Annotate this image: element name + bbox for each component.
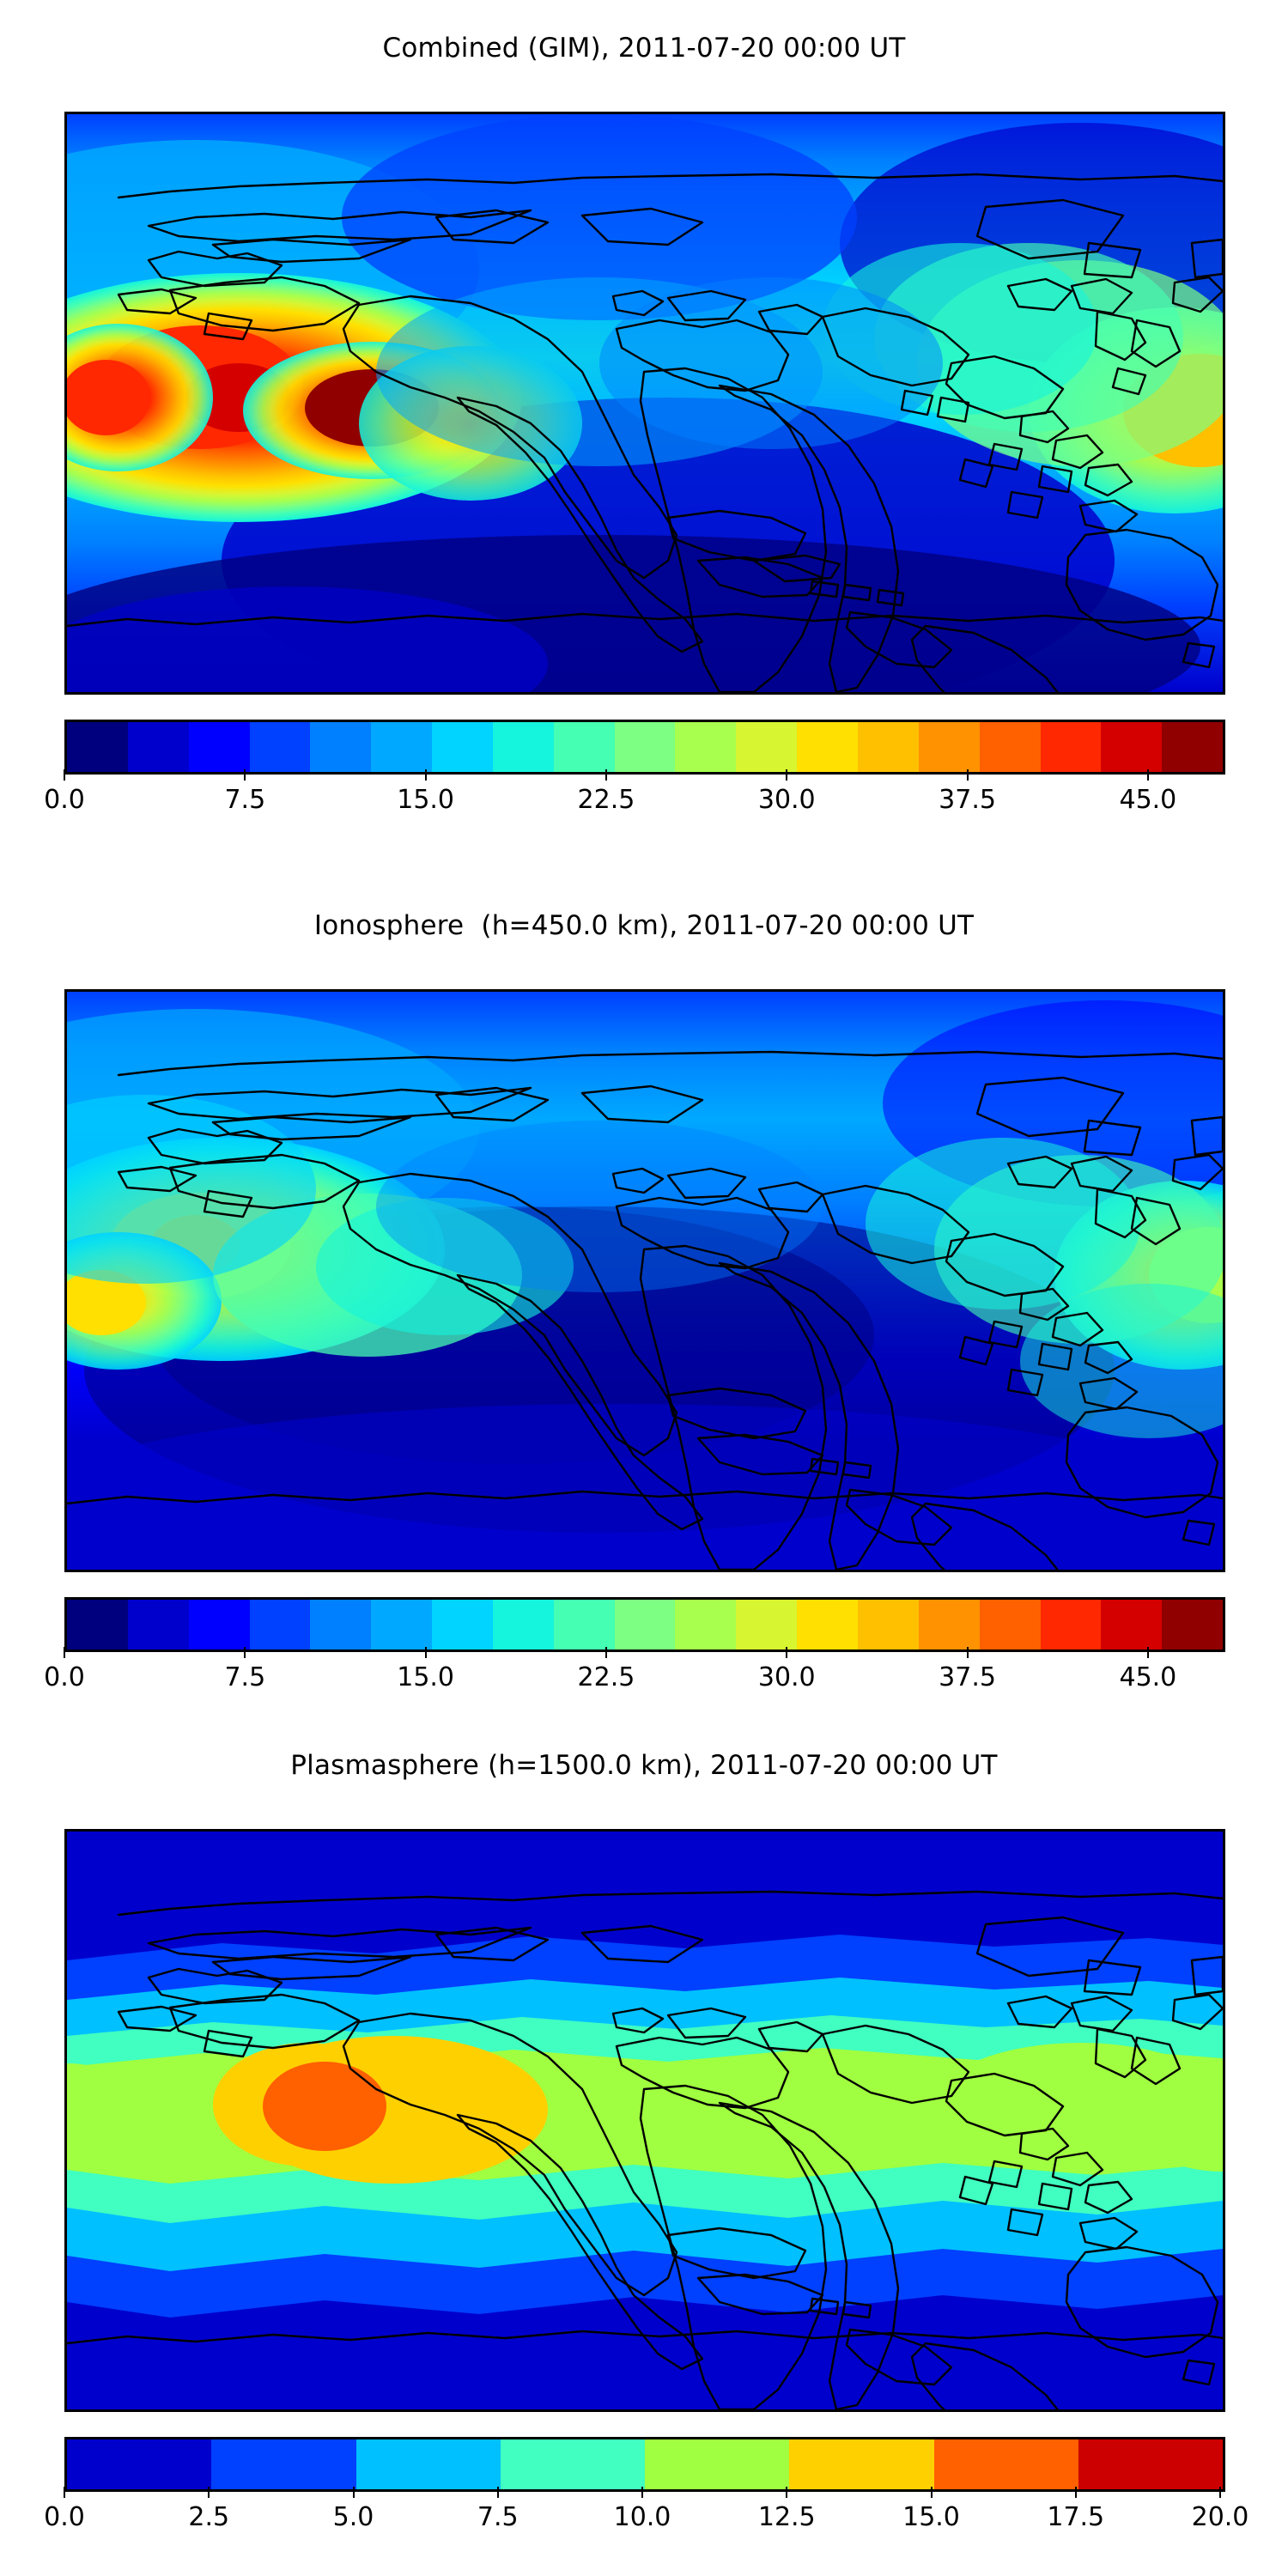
colorbar-tick-label: 45.0 xyxy=(1119,1662,1177,1692)
colorbar-swatch xyxy=(211,2439,356,2489)
colorbar-tick-label: 30.0 xyxy=(757,1662,816,1692)
colorbar-swatch xyxy=(979,722,1041,772)
colorbar-swatch xyxy=(492,722,554,772)
panel-combined-gim: Combined (GIM), 2011-07-20 00:00 UT xyxy=(0,0,1288,859)
colorbar-swatch xyxy=(371,722,433,772)
colorbar-tick-label: 20.0 xyxy=(1191,2502,1249,2532)
colorbar-swatch xyxy=(432,1600,493,1649)
colorbar-combined xyxy=(64,720,1225,775)
colorbar-tick-label: 0.0 xyxy=(44,1662,85,1692)
colorbar-swatch xyxy=(432,722,493,772)
map-canvas-plasmasphere xyxy=(67,1832,1223,2409)
colorbar-swatch xyxy=(797,722,858,772)
colorbar-tick-label: 10.0 xyxy=(613,2502,671,2532)
colorbar-swatch xyxy=(918,1600,980,1649)
colorbar-tick-label: 7.5 xyxy=(477,2502,519,2532)
map-combined-gim xyxy=(64,112,1225,695)
colorbar-tick-label: 37.5 xyxy=(939,1662,996,1692)
colorbar-swatch xyxy=(127,722,189,772)
map-canvas-combined xyxy=(67,114,1223,692)
colorbar-swatch xyxy=(1040,1600,1102,1649)
colorbar-swatch xyxy=(67,2439,212,2489)
coastlines-ionosphere xyxy=(67,1050,1223,1570)
colorbar-swatch xyxy=(1101,722,1163,772)
colorbar-tick-label: 15.0 xyxy=(397,1662,455,1692)
panel-title-ionosphere: Ionosphere (h=450.0 km), 2011-07-20 00:0… xyxy=(313,910,975,941)
colorbar-tick-label: 15.0 xyxy=(902,2502,960,2532)
colorbar-swatch xyxy=(188,1600,250,1649)
colorbar-swatch xyxy=(553,1600,615,1649)
colorbar-tick-label: 17.5 xyxy=(1047,2502,1105,2532)
coastlines-plasmasphere xyxy=(67,1890,1223,2409)
colorbar-swatch xyxy=(645,2439,790,2489)
colorbar-swatch xyxy=(249,1600,311,1649)
coastlines-combined-east xyxy=(611,277,1219,692)
colorbar-swatch xyxy=(857,722,919,772)
colorbar-swatch xyxy=(1162,722,1223,772)
colorbar-wrap-ionosphere: 0.0 7.5 15.0 22.5 30.0 37.5 45.0 xyxy=(44,1597,1225,1692)
colorbar-tick-label: 30.0 xyxy=(757,785,816,815)
colorbar-swatch xyxy=(492,1600,554,1649)
map-plasmasphere xyxy=(64,1829,1225,2412)
colorbar-swatch xyxy=(675,722,737,772)
colorbar-swatch xyxy=(1040,722,1102,772)
colorbar-tick-label: 12.5 xyxy=(757,2502,816,2532)
colorbar-wrap-plasmasphere: 0.0 2.5 5.0 7.5 10.0 12.5 15.0 17.5 20.0 xyxy=(44,2437,1249,2532)
colorbar-swatch xyxy=(1101,1600,1163,1649)
colorbar-tick-label: 7.5 xyxy=(224,785,266,815)
panel-plasmasphere: Plasmasphere (h=1500.0 km), 2011-07-20 0… xyxy=(0,1717,1288,2576)
coastlines-combined xyxy=(117,173,1223,692)
colorbar-swatch xyxy=(1162,1600,1223,1649)
colorbar-swatch xyxy=(736,722,798,772)
colorbar-swatch xyxy=(355,2439,501,2489)
colorbar-swatch xyxy=(127,1600,189,1649)
colorbar-ionosphere xyxy=(64,1597,1225,1652)
colorbar-swatch xyxy=(67,722,128,772)
colorbar-swatch xyxy=(789,2439,934,2489)
colorbar-swatch xyxy=(310,722,372,772)
map-ionosphere xyxy=(64,989,1225,1572)
colorbar-tick-label: 5.0 xyxy=(332,2502,374,2532)
colorbar-swatch xyxy=(979,1600,1041,1649)
colorbar-swatch xyxy=(1078,2439,1223,2489)
colorbar-tick-label: 0.0 xyxy=(44,2502,85,2532)
colorbar-plasmasphere xyxy=(64,2437,1225,2492)
colorbar-tick-label: 2.5 xyxy=(188,2502,230,2532)
colorbar-swatch xyxy=(736,1600,798,1649)
colorbar-swatch xyxy=(249,722,311,772)
colorbar-tick-label: 22.5 xyxy=(577,785,635,815)
panel-title-plasmasphere: Plasmasphere (h=1500.0 km), 2011-07-20 0… xyxy=(290,1750,998,1781)
colorbar-tick-label: 15.0 xyxy=(397,785,455,815)
colorbar-tick-label: 22.5 xyxy=(577,1662,635,1692)
colorbar-swatch xyxy=(553,722,615,772)
colorbar-swatch xyxy=(918,722,980,772)
colorbar-swatch xyxy=(67,1600,128,1649)
colorbar-swatch xyxy=(500,2439,645,2489)
colorbar-swatch xyxy=(310,1600,372,1649)
coastline-antarctica-combined xyxy=(67,612,1223,628)
colorbar-swatch xyxy=(797,1600,858,1649)
panel-ionosphere: Ionosphere (h=450.0 km), 2011-07-20 00:0… xyxy=(0,878,1288,1736)
colorbar-swatch xyxy=(933,2439,1078,2489)
colorbar-swatch xyxy=(614,722,676,772)
colorbar-tick-label: 37.5 xyxy=(939,785,996,815)
map-canvas-ionosphere xyxy=(67,992,1223,1570)
colorbar-tick-label: 7.5 xyxy=(224,1662,266,1692)
colorbar-swatch xyxy=(188,722,250,772)
panel-title-combined: Combined (GIM), 2011-07-20 00:00 UT xyxy=(382,33,906,64)
colorbar-swatch xyxy=(371,1600,433,1649)
colorbar-swatch xyxy=(675,1600,737,1649)
colorbar-wrap-combined: 0.0 7.5 15.0 22.5 30.0 37.5 45.0 xyxy=(44,720,1225,815)
colorbar-swatch xyxy=(857,1600,919,1649)
colorbar-swatch xyxy=(614,1600,676,1649)
colorbar-tick-label: 45.0 xyxy=(1119,785,1177,815)
colorbar-tick-label: 0.0 xyxy=(44,785,85,815)
